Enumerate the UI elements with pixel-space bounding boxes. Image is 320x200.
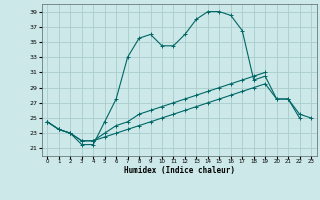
X-axis label: Humidex (Indice chaleur): Humidex (Indice chaleur): [124, 166, 235, 175]
